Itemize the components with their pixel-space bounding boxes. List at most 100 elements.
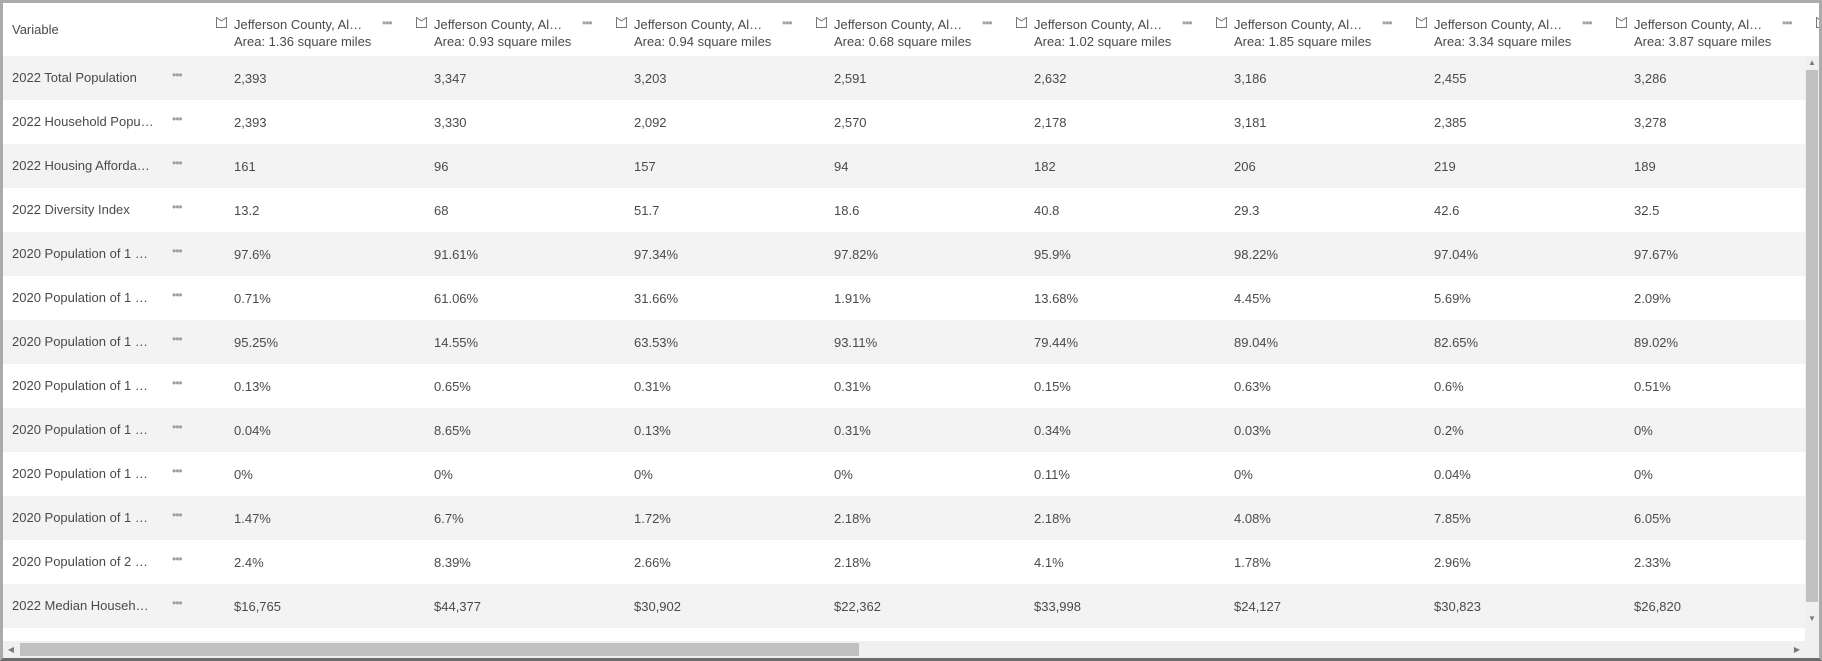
variable-options-icon[interactable]: ••• [172, 464, 183, 478]
column-title: Jefferson County, Al… [434, 17, 563, 32]
variable-options-icon[interactable]: ••• [172, 112, 183, 126]
scroll-left-arrow-icon[interactable]: ◀ [7, 645, 15, 654]
scroll-down-arrow-icon[interactable]: ▼ [1808, 614, 1816, 623]
table-row: 2020 Population of 1 … ••• 95.25% 14.55% 63.… [3, 320, 1819, 364]
variable-options-icon[interactable]: ••• [172, 552, 183, 566]
variable-options-icon[interactable]: ••• [172, 508, 183, 522]
column-title: Jefferson County, Al… [634, 17, 763, 32]
table-row: 2022 Median Househ… ••• $16,765 $44,377 $30,… [3, 584, 1819, 628]
value-cell: 2.33% [1634, 554, 1671, 570]
value-cell: 6.05% [1634, 510, 1671, 526]
variable-label: 2022 Median Househ… [12, 598, 149, 613]
value-cell: 97.67% [1634, 246, 1679, 262]
column-options-icon[interactable]: ••• [1582, 16, 1593, 30]
value-cell: $30,823 [1434, 598, 1481, 614]
area-column-header[interactable]: Jefferson County, Al… Area: 1.02 square m… [1012, 3, 1212, 56]
area-column-header[interactable]: Jefferson County, Al… Area: 1.85 square m… [1212, 3, 1412, 56]
variable-options-icon[interactable]: ••• [172, 332, 183, 346]
area-column-header[interactable]: Jefferson County, Al… Area: 0.93 square m… [412, 3, 612, 56]
value-cell: 89.04% [1234, 334, 1279, 350]
scrollbar-corner [1805, 626, 1819, 658]
table-row: 2022 Total Population ••• 2,393 3,347 3,203 2… [3, 56, 1819, 100]
scroll-right-arrow-icon[interactable]: ▶ [1793, 645, 1801, 654]
vertical-scrollbar[interactable]: ▲ ▼ [1805, 56, 1819, 626]
column-options-icon[interactable]: ••• [382, 16, 393, 30]
column-area-subtitle: Area: 0.68 square miles [834, 34, 972, 49]
column-title: Jefferson County, Al… [1234, 17, 1363, 32]
value-cell: 189 [1634, 158, 1656, 174]
area-column-header[interactable]: Jefferson County, Al… Area: 0.68 square m… [812, 3, 1012, 56]
value-cell: 68 [434, 202, 449, 218]
variable-options-icon[interactable]: ••• [172, 596, 183, 610]
value-cell: 5.69% [1434, 290, 1471, 306]
scroll-up-arrow-icon[interactable]: ▲ [1808, 58, 1816, 67]
value-cell: 4.08% [1234, 510, 1271, 526]
area-column-header[interactable] [1812, 3, 1819, 56]
variable-label: 2020 Population of 1 … [12, 246, 148, 261]
value-cell: 219 [1434, 158, 1456, 174]
polygon-area-icon [416, 17, 427, 28]
variable-label: 2022 Housing Afforda… [12, 158, 150, 173]
value-cell: 2,591 [834, 70, 867, 86]
polygon-area-icon [616, 17, 627, 28]
variable-column-header[interactable]: Variable [12, 22, 59, 37]
value-cell: 97.6% [234, 246, 271, 262]
variable-options-icon[interactable]: ••• [172, 68, 183, 82]
area-column-header[interactable]: Jefferson County, Al… Area: 3.87 square m… [1612, 3, 1812, 56]
value-cell: 3,347 [434, 70, 467, 86]
column-area-subtitle: Area: 1.36 square miles [234, 34, 372, 49]
column-options-icon[interactable]: ••• [982, 16, 993, 30]
value-cell: 1.78% [1234, 554, 1271, 570]
variable-options-icon[interactable]: ••• [172, 244, 183, 258]
value-cell: 97.82% [834, 246, 879, 262]
variable-options-icon[interactable]: ••• [172, 288, 183, 302]
variable-label: 2022 Total Population [12, 70, 137, 85]
value-cell: 4.45% [1234, 290, 1271, 306]
value-cell: 94 [834, 158, 849, 174]
value-cell: 51.7 [634, 202, 660, 218]
area-column-header[interactable]: Jefferson County, Al… Area: 3.34 square m… [1412, 3, 1612, 56]
value-cell: 0.04% [1434, 466, 1471, 482]
value-cell: 0% [434, 466, 453, 482]
variable-options-icon[interactable]: ••• [172, 420, 183, 434]
variable-label: 2022 Household Popu… [12, 114, 154, 129]
column-options-icon[interactable]: ••• [782, 16, 793, 30]
value-cell: 0% [834, 466, 853, 482]
table-row: 2020 Population of 1 … ••• 1.47% 6.7% 1.72% 2… [3, 496, 1819, 540]
variable-label: 2020 Population of 1 … [12, 378, 148, 393]
value-cell: 157 [634, 158, 656, 174]
area-column-header[interactable]: Jefferson County, Al… Area: 0.94 square m… [612, 3, 812, 56]
polygon-area-icon [1016, 17, 1027, 28]
variable-options-icon[interactable]: ••• [172, 156, 183, 170]
value-cell: 0.04% [234, 422, 271, 438]
value-cell: 3,186 [1234, 70, 1267, 86]
value-cell: 61.06% [434, 290, 479, 306]
value-cell: 0.31% [834, 422, 871, 438]
value-cell: 2.18% [834, 554, 871, 570]
horizontal-scroll-thumb[interactable] [20, 643, 859, 656]
value-cell: 2.18% [1034, 510, 1071, 526]
column-title: Jefferson County, Al… [1634, 17, 1763, 32]
variable-label: 2020 Population of 1 … [12, 466, 148, 481]
value-cell: 0.13% [634, 422, 671, 438]
value-cell: 2.09% [1634, 290, 1671, 306]
variable-cell: 2022 Household Popu… ••• [3, 100, 212, 144]
horizontal-scrollbar[interactable]: ◀ ▶ [3, 641, 1805, 658]
variable-options-icon[interactable]: ••• [172, 200, 183, 214]
column-options-icon[interactable]: ••• [1182, 16, 1193, 30]
area-column-header[interactable]: Jefferson County, Al… Area: 1.36 square m… [212, 3, 412, 56]
value-cell: 1.91% [834, 290, 871, 306]
value-cell: 1.47% [234, 510, 271, 526]
vertical-scroll-thumb[interactable] [1806, 70, 1818, 602]
value-cell: 95.25% [234, 334, 279, 350]
value-cell: 2,092 [634, 114, 667, 130]
variable-cell: 2020 Population of 1 … ••• [3, 364, 212, 408]
value-cell: 32.5 [1634, 202, 1660, 218]
column-options-icon[interactable]: ••• [1782, 16, 1793, 30]
column-area-subtitle: Area: 1.02 square miles [1034, 34, 1172, 49]
value-cell: 0.11% [1034, 466, 1070, 482]
column-options-icon[interactable]: ••• [1382, 16, 1393, 30]
variable-options-icon[interactable]: ••• [172, 376, 183, 390]
column-options-icon[interactable]: ••• [582, 16, 593, 30]
